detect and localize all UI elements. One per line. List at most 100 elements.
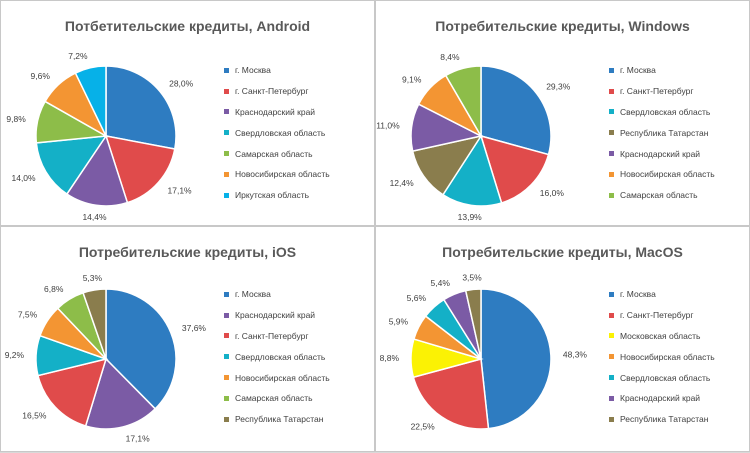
data-label-3-2: 8,8% xyxy=(380,353,400,363)
legend-label: Свердловская область xyxy=(620,372,711,383)
legend-swatch xyxy=(224,67,229,73)
data-label-3-3: 5,9% xyxy=(389,317,409,327)
legend-label: Новосибирская область xyxy=(620,351,715,362)
data-label-2-4: 7,5% xyxy=(18,309,38,319)
legend-item-2-5: Самарская область xyxy=(224,388,330,409)
legend-swatch xyxy=(224,130,229,136)
data-label-2-2: 16,5% xyxy=(22,410,47,420)
data-label-3-5: 5,4% xyxy=(431,278,451,288)
legend-swatch xyxy=(609,291,614,297)
data-label-1-6: 8,4% xyxy=(440,52,460,62)
legend-item-0-1: г. Санкт-Петербург xyxy=(224,81,330,102)
legend-item-1-3: Республика Татарстан xyxy=(609,122,715,143)
legend-item-0-5: Новосибирская область xyxy=(224,164,330,185)
legend-item-0-0: г. Москва xyxy=(224,60,330,81)
data-label-0-0: 28,0% xyxy=(169,79,194,89)
data-label-0-4: 9,8% xyxy=(6,114,26,124)
legend-swatch xyxy=(609,375,614,381)
legend-label: Краснодарский край xyxy=(620,148,701,159)
legend: г. Москва г. Санкт-Петербург Краснодарский… xyxy=(224,60,330,206)
legend-swatch xyxy=(609,416,614,422)
data-label-3-4: 5,6% xyxy=(407,293,427,303)
pie-slice-1-2 xyxy=(441,134,503,207)
legend-item-2-6: Республика Татарстан xyxy=(224,409,330,430)
legend-swatch xyxy=(224,291,229,297)
pie-slice-0-0 xyxy=(105,65,177,150)
legend-item-2-1: Краснодарский край xyxy=(224,305,330,326)
data-label-3-6: 3,5% xyxy=(462,273,482,283)
legend-item-3-4: Свердловская область xyxy=(609,367,715,388)
data-label-2-5: 6,8% xyxy=(44,284,64,294)
data-label-0-6: 7,2% xyxy=(68,51,88,61)
pie-chart-windows: 29,3% 16,0% 13,9% 12,4% 11,0% 9,1% 8,4% xyxy=(376,52,571,222)
legend-swatch xyxy=(609,171,614,177)
legend-label: г. Санкт-Петербург xyxy=(620,310,694,321)
legend-label: г. Санкт-Петербург xyxy=(235,330,309,341)
legend-label: Краснодарский край xyxy=(235,106,316,117)
legend-label: г. Москва xyxy=(235,65,271,76)
legend-label: г. Санкт-Петербург xyxy=(235,86,309,97)
pie-slice-2-2 xyxy=(37,357,108,427)
data-label-1-5: 9,1% xyxy=(402,75,422,85)
data-label-1-1: 16,0% xyxy=(540,188,565,198)
legend-label: Краснодарский край xyxy=(620,393,701,404)
legend: г. Москва г. Санкт-Петербург Свердловская … xyxy=(609,60,715,206)
legend-label: Новосибирская область xyxy=(235,169,330,180)
data-label-1-0: 29,3% xyxy=(546,81,571,91)
data-label-0-1: 17,1% xyxy=(168,185,193,195)
legend-swatch xyxy=(609,333,614,339)
pie-slice-1-1 xyxy=(479,134,550,204)
legend-label: Республика Татарстан xyxy=(620,127,709,138)
legend-swatch xyxy=(224,312,229,318)
legend-swatch xyxy=(224,354,229,360)
legend-item-2-4: Новосибирская область xyxy=(224,367,330,388)
legend-label: г. Санкт-Петербург xyxy=(620,86,694,97)
legend-item-1-5: Новосибирская область xyxy=(609,164,715,185)
data-label-0-2: 14,4% xyxy=(82,212,107,222)
chart-title: Потребительские кредиты, Windows xyxy=(435,18,690,34)
chart-title: Потребительские кредиты, MacOS xyxy=(442,244,683,260)
chart-panel-ios: Потребительские кредиты, iOS 37,6% 17,1% 1… xyxy=(0,226,375,452)
legend-swatch xyxy=(224,151,229,157)
legend-swatch xyxy=(609,395,614,401)
legend-swatch xyxy=(609,67,614,73)
legend-item-0-3: Свердловская область xyxy=(224,122,330,143)
legend-item-1-2: Свердловская область xyxy=(609,102,715,123)
legend-swatch xyxy=(224,416,229,422)
legend: г. Москва г. Санкт-Петербург Московская об… xyxy=(609,284,715,430)
legend-label: Свердловская область xyxy=(620,106,711,117)
legend-item-2-3: Свердловская область xyxy=(224,346,330,367)
legend-label: Свердловская область xyxy=(235,351,326,362)
chart-panel-android: Потбетительские кредиты, Android 28,0% 17… xyxy=(0,0,375,226)
legend-item-1-1: г. Санкт-Петербург xyxy=(609,81,715,102)
legend-swatch xyxy=(609,312,614,318)
legend-swatch xyxy=(224,375,229,381)
legend-label: г. Москва xyxy=(620,65,656,76)
pie-slice-0-3 xyxy=(35,135,108,196)
legend-label: Самарская область xyxy=(235,393,313,404)
pie-slice-0-1 xyxy=(104,135,176,204)
legend-label: Самарская область xyxy=(235,148,313,159)
data-label-1-2: 13,9% xyxy=(458,212,483,222)
pie-chart-android: 28,0% 17,1% 14,4% 14,0% 9,8% 9,6% 7,2% xyxy=(6,51,194,222)
legend-swatch xyxy=(609,109,614,115)
legend-swatch xyxy=(609,88,614,94)
chart-panel-windows: Потребительские кредиты, Windows 29,3% 16… xyxy=(375,0,750,226)
pie-slice-3-6 xyxy=(464,288,482,360)
legend-label: Иркутская область xyxy=(235,190,310,201)
legend-item-1-6: Самарская область xyxy=(609,185,715,206)
legend-item-2-2: г. Санкт-Петербург xyxy=(224,326,330,347)
legend-swatch xyxy=(609,192,614,198)
legend-swatch xyxy=(609,130,614,136)
pie-slice-2-0 xyxy=(105,288,177,410)
pie-slice-2-6 xyxy=(82,288,107,360)
data-label-1-4: 11,0% xyxy=(376,121,400,131)
pie-chart-ios: 37,6% 17,1% 16,5% 9,2% 7,5% 6,8% 5,3% xyxy=(5,273,207,444)
legend-swatch xyxy=(224,171,229,177)
legend-swatch xyxy=(224,395,229,401)
data-label-0-3: 14,0% xyxy=(11,173,36,183)
chart-title: Потбетительские кредиты, Android xyxy=(64,18,311,34)
legend: г. Москва Краснодарский край г. Санкт-Пете… xyxy=(224,284,330,430)
legend-label: Республика Татарстан xyxy=(620,414,709,425)
pie-slice-3-1 xyxy=(412,358,490,430)
